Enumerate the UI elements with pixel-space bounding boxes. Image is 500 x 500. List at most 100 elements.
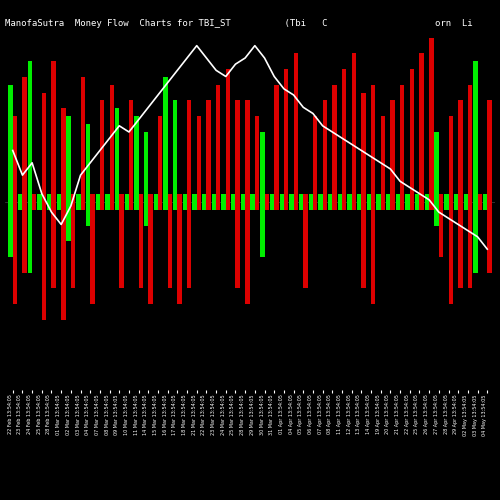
Bar (115, 202, 119, 210)
Bar (386, 194, 390, 202)
Bar (86, 202, 90, 226)
Bar (448, 116, 453, 202)
Bar (458, 100, 462, 202)
Text: ManofaSutra  Money Flow  Charts for TBI_ST          (Tbi   C                    : ManofaSutra Money Flow Charts for TBI_ST… (5, 19, 472, 28)
Bar (110, 202, 114, 210)
Bar (362, 202, 366, 288)
Bar (390, 202, 395, 210)
Bar (425, 202, 429, 210)
Bar (400, 85, 404, 202)
Bar (352, 202, 356, 210)
Bar (129, 100, 134, 202)
Bar (284, 69, 288, 202)
Bar (322, 100, 327, 202)
Bar (192, 202, 196, 210)
Bar (178, 202, 182, 304)
Bar (52, 62, 56, 202)
Bar (420, 202, 424, 210)
Bar (264, 194, 269, 202)
Bar (348, 194, 352, 202)
Bar (105, 202, 110, 210)
Bar (274, 85, 278, 202)
Bar (390, 100, 395, 202)
Bar (260, 202, 264, 257)
Bar (380, 116, 385, 202)
Bar (110, 85, 114, 202)
Bar (260, 132, 264, 202)
Bar (289, 194, 294, 202)
Bar (115, 108, 119, 202)
Bar (28, 202, 32, 272)
Bar (129, 202, 134, 210)
Bar (332, 85, 336, 202)
Bar (71, 194, 75, 202)
Bar (241, 202, 245, 210)
Bar (400, 202, 404, 210)
Bar (22, 77, 27, 202)
Bar (154, 202, 158, 210)
Bar (322, 202, 327, 210)
Bar (187, 100, 192, 202)
Bar (134, 202, 138, 210)
Bar (100, 202, 104, 210)
Bar (270, 202, 274, 210)
Bar (454, 202, 458, 210)
Bar (313, 202, 318, 210)
Bar (154, 194, 158, 202)
Bar (236, 100, 240, 202)
Bar (439, 194, 443, 202)
Bar (264, 202, 269, 210)
Bar (483, 194, 488, 202)
Bar (38, 194, 42, 202)
Bar (192, 194, 196, 202)
Bar (332, 202, 336, 210)
Bar (434, 132, 439, 202)
Bar (342, 202, 346, 210)
Bar (12, 116, 17, 202)
Bar (120, 202, 124, 288)
Bar (250, 202, 255, 210)
Bar (448, 202, 453, 304)
Bar (415, 202, 420, 210)
Bar (376, 194, 380, 202)
Bar (366, 194, 371, 202)
Bar (61, 108, 66, 202)
Bar (245, 100, 250, 202)
Bar (124, 194, 129, 202)
Bar (168, 194, 172, 202)
Bar (304, 194, 308, 202)
Bar (396, 202, 400, 210)
Bar (158, 116, 162, 202)
Bar (410, 69, 414, 202)
Bar (245, 202, 250, 304)
Bar (488, 100, 492, 202)
Bar (366, 202, 371, 210)
Bar (434, 202, 439, 226)
Bar (386, 202, 390, 210)
Bar (274, 202, 278, 210)
Bar (473, 62, 478, 202)
Bar (464, 202, 468, 210)
Bar (158, 202, 162, 210)
Bar (47, 202, 52, 210)
Bar (318, 194, 322, 202)
Bar (328, 194, 332, 202)
Bar (289, 202, 294, 210)
Bar (168, 202, 172, 288)
Bar (148, 194, 152, 202)
Bar (148, 202, 152, 304)
Bar (76, 202, 80, 210)
Bar (66, 116, 71, 202)
Bar (120, 194, 124, 202)
Bar (105, 194, 110, 202)
Bar (308, 202, 313, 210)
Bar (187, 202, 192, 288)
Bar (164, 77, 168, 202)
Bar (483, 202, 488, 210)
Bar (429, 202, 434, 210)
Bar (444, 194, 448, 202)
Bar (468, 202, 472, 288)
Bar (212, 202, 216, 210)
Bar (444, 202, 448, 210)
Bar (47, 194, 52, 202)
